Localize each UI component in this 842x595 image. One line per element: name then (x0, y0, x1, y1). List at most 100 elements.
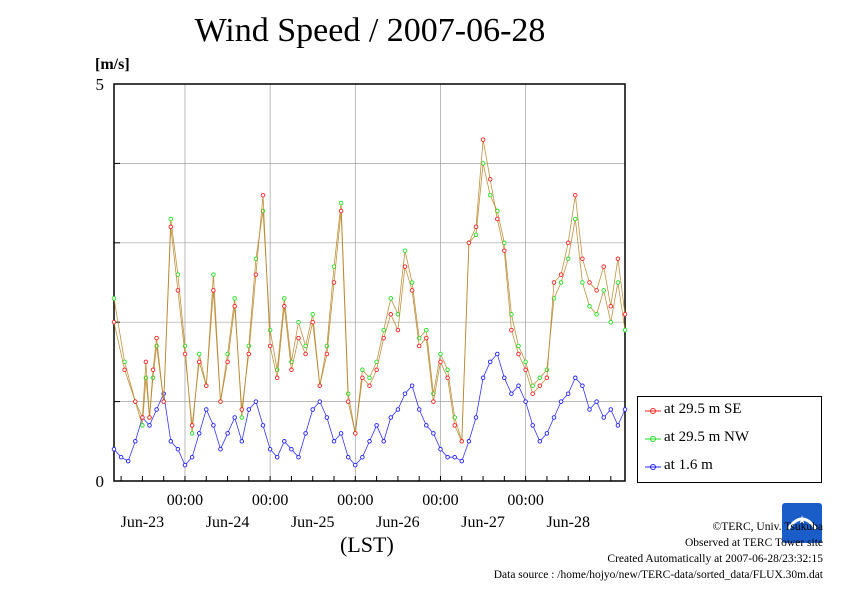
legend-label-low: at 1.6 m (664, 457, 713, 473)
data-point-se (303, 351, 308, 357)
series-se (111, 137, 628, 444)
data-point-low (573, 375, 578, 381)
data-point-low (608, 407, 614, 412)
data-point-nw (388, 296, 394, 301)
data-point-low (345, 454, 351, 460)
legend: at 29.5 m SE at 29.5 m NW at 1.6 m (637, 396, 822, 483)
data-point-se (608, 304, 614, 309)
x-tick-time-label: 00:00 (507, 492, 543, 509)
data-point-se (353, 431, 358, 436)
data-point-se (558, 272, 564, 277)
data-point-low (374, 423, 379, 428)
data-point-low (480, 375, 486, 381)
data-point-low (147, 423, 152, 428)
data-point-nw (523, 359, 528, 365)
data-point-se (310, 319, 315, 325)
data-point-low (473, 415, 479, 420)
data-point-se (154, 335, 159, 341)
legend-label-se: at 29.5 m SE (664, 401, 742, 417)
data-point-low (239, 439, 245, 444)
data-point-se (402, 264, 408, 269)
x-tick-date-label: Jun-27 (461, 514, 505, 531)
data-point-nw (580, 280, 585, 285)
data-point-nw (381, 327, 386, 333)
data-point-nw (424, 327, 429, 333)
data-point-low (452, 454, 457, 460)
x-tick-date-label: Jun-23 (121, 514, 165, 531)
data-point-low (537, 439, 543, 444)
data-point-low (353, 462, 358, 468)
data-point-se (594, 288, 599, 293)
data-point-se (239, 407, 245, 412)
data-point-se (452, 423, 457, 428)
data-point-se (573, 192, 578, 198)
data-point-low (622, 407, 628, 412)
data-point-low (438, 446, 443, 452)
data-point-se (246, 351, 252, 357)
data-point-se (211, 288, 216, 293)
series-low (111, 351, 628, 468)
data-point-se (150, 367, 156, 373)
data-point-se (530, 391, 535, 396)
data-point-low (409, 383, 415, 388)
data-point-se (111, 319, 117, 325)
data-point-nw (537, 375, 543, 381)
legend-marker-se (645, 408, 661, 414)
credit-line: Created Automatically at 2007-06-28/23:3… (607, 553, 823, 565)
x-axis-label: (LST) (340, 532, 394, 557)
data-point-se (161, 399, 166, 404)
data-point-low (523, 399, 528, 404)
data-point-se (196, 359, 202, 365)
data-point-low (338, 431, 344, 436)
data-point-low (516, 383, 521, 388)
data-point-nw (111, 296, 117, 301)
data-point-nw (615, 280, 621, 285)
data-point-se (544, 375, 550, 381)
data-point-se (331, 280, 337, 285)
data-point-low (551, 415, 557, 420)
data-point-nw (367, 375, 372, 381)
data-point-se (388, 312, 394, 317)
data-point-se (445, 375, 450, 381)
data-point-nw (196, 351, 202, 357)
data-point-low (317, 399, 323, 404)
data-point-nw (232, 296, 237, 301)
data-point-se (495, 216, 500, 222)
data-point-low (125, 458, 131, 464)
data-point-nw (239, 415, 245, 420)
data-point-se (225, 359, 230, 365)
series-line-nw (113, 163, 626, 442)
data-point-low (459, 458, 465, 464)
plot-frame (113, 83, 626, 482)
data-point-low (367, 439, 372, 444)
data-point-se (580, 256, 585, 261)
data-point-low (424, 423, 429, 428)
data-point-low (189, 454, 195, 460)
data-point-low (260, 423, 266, 428)
data-point-low (154, 407, 159, 412)
data-point-nw (587, 304, 592, 309)
data-point-low (601, 415, 606, 420)
data-point-low (310, 407, 315, 412)
data-point-se (615, 256, 621, 261)
y-unit-label: [m/s] (95, 56, 130, 73)
data-point-se (338, 208, 344, 214)
data-point-se (502, 248, 507, 253)
data-point-nw (622, 327, 628, 333)
data-point-nw (573, 216, 578, 222)
data-point-low (253, 399, 259, 404)
data-point-low (282, 439, 287, 444)
data-point-nw (402, 248, 408, 253)
data-point-se (168, 224, 174, 230)
data-point-nw (487, 192, 493, 198)
x-tick-time-label: 00:00 (337, 492, 373, 509)
data-point-nw (246, 343, 252, 349)
data-point-se (516, 351, 521, 357)
credit-line: Data source : /home/hojyo/new/TERC-data/… (493, 569, 823, 581)
data-point-low (289, 446, 294, 452)
data-point-se (143, 359, 149, 365)
data-point-low (509, 391, 514, 396)
data-point-nw (565, 256, 571, 261)
data-point-se (601, 264, 606, 269)
